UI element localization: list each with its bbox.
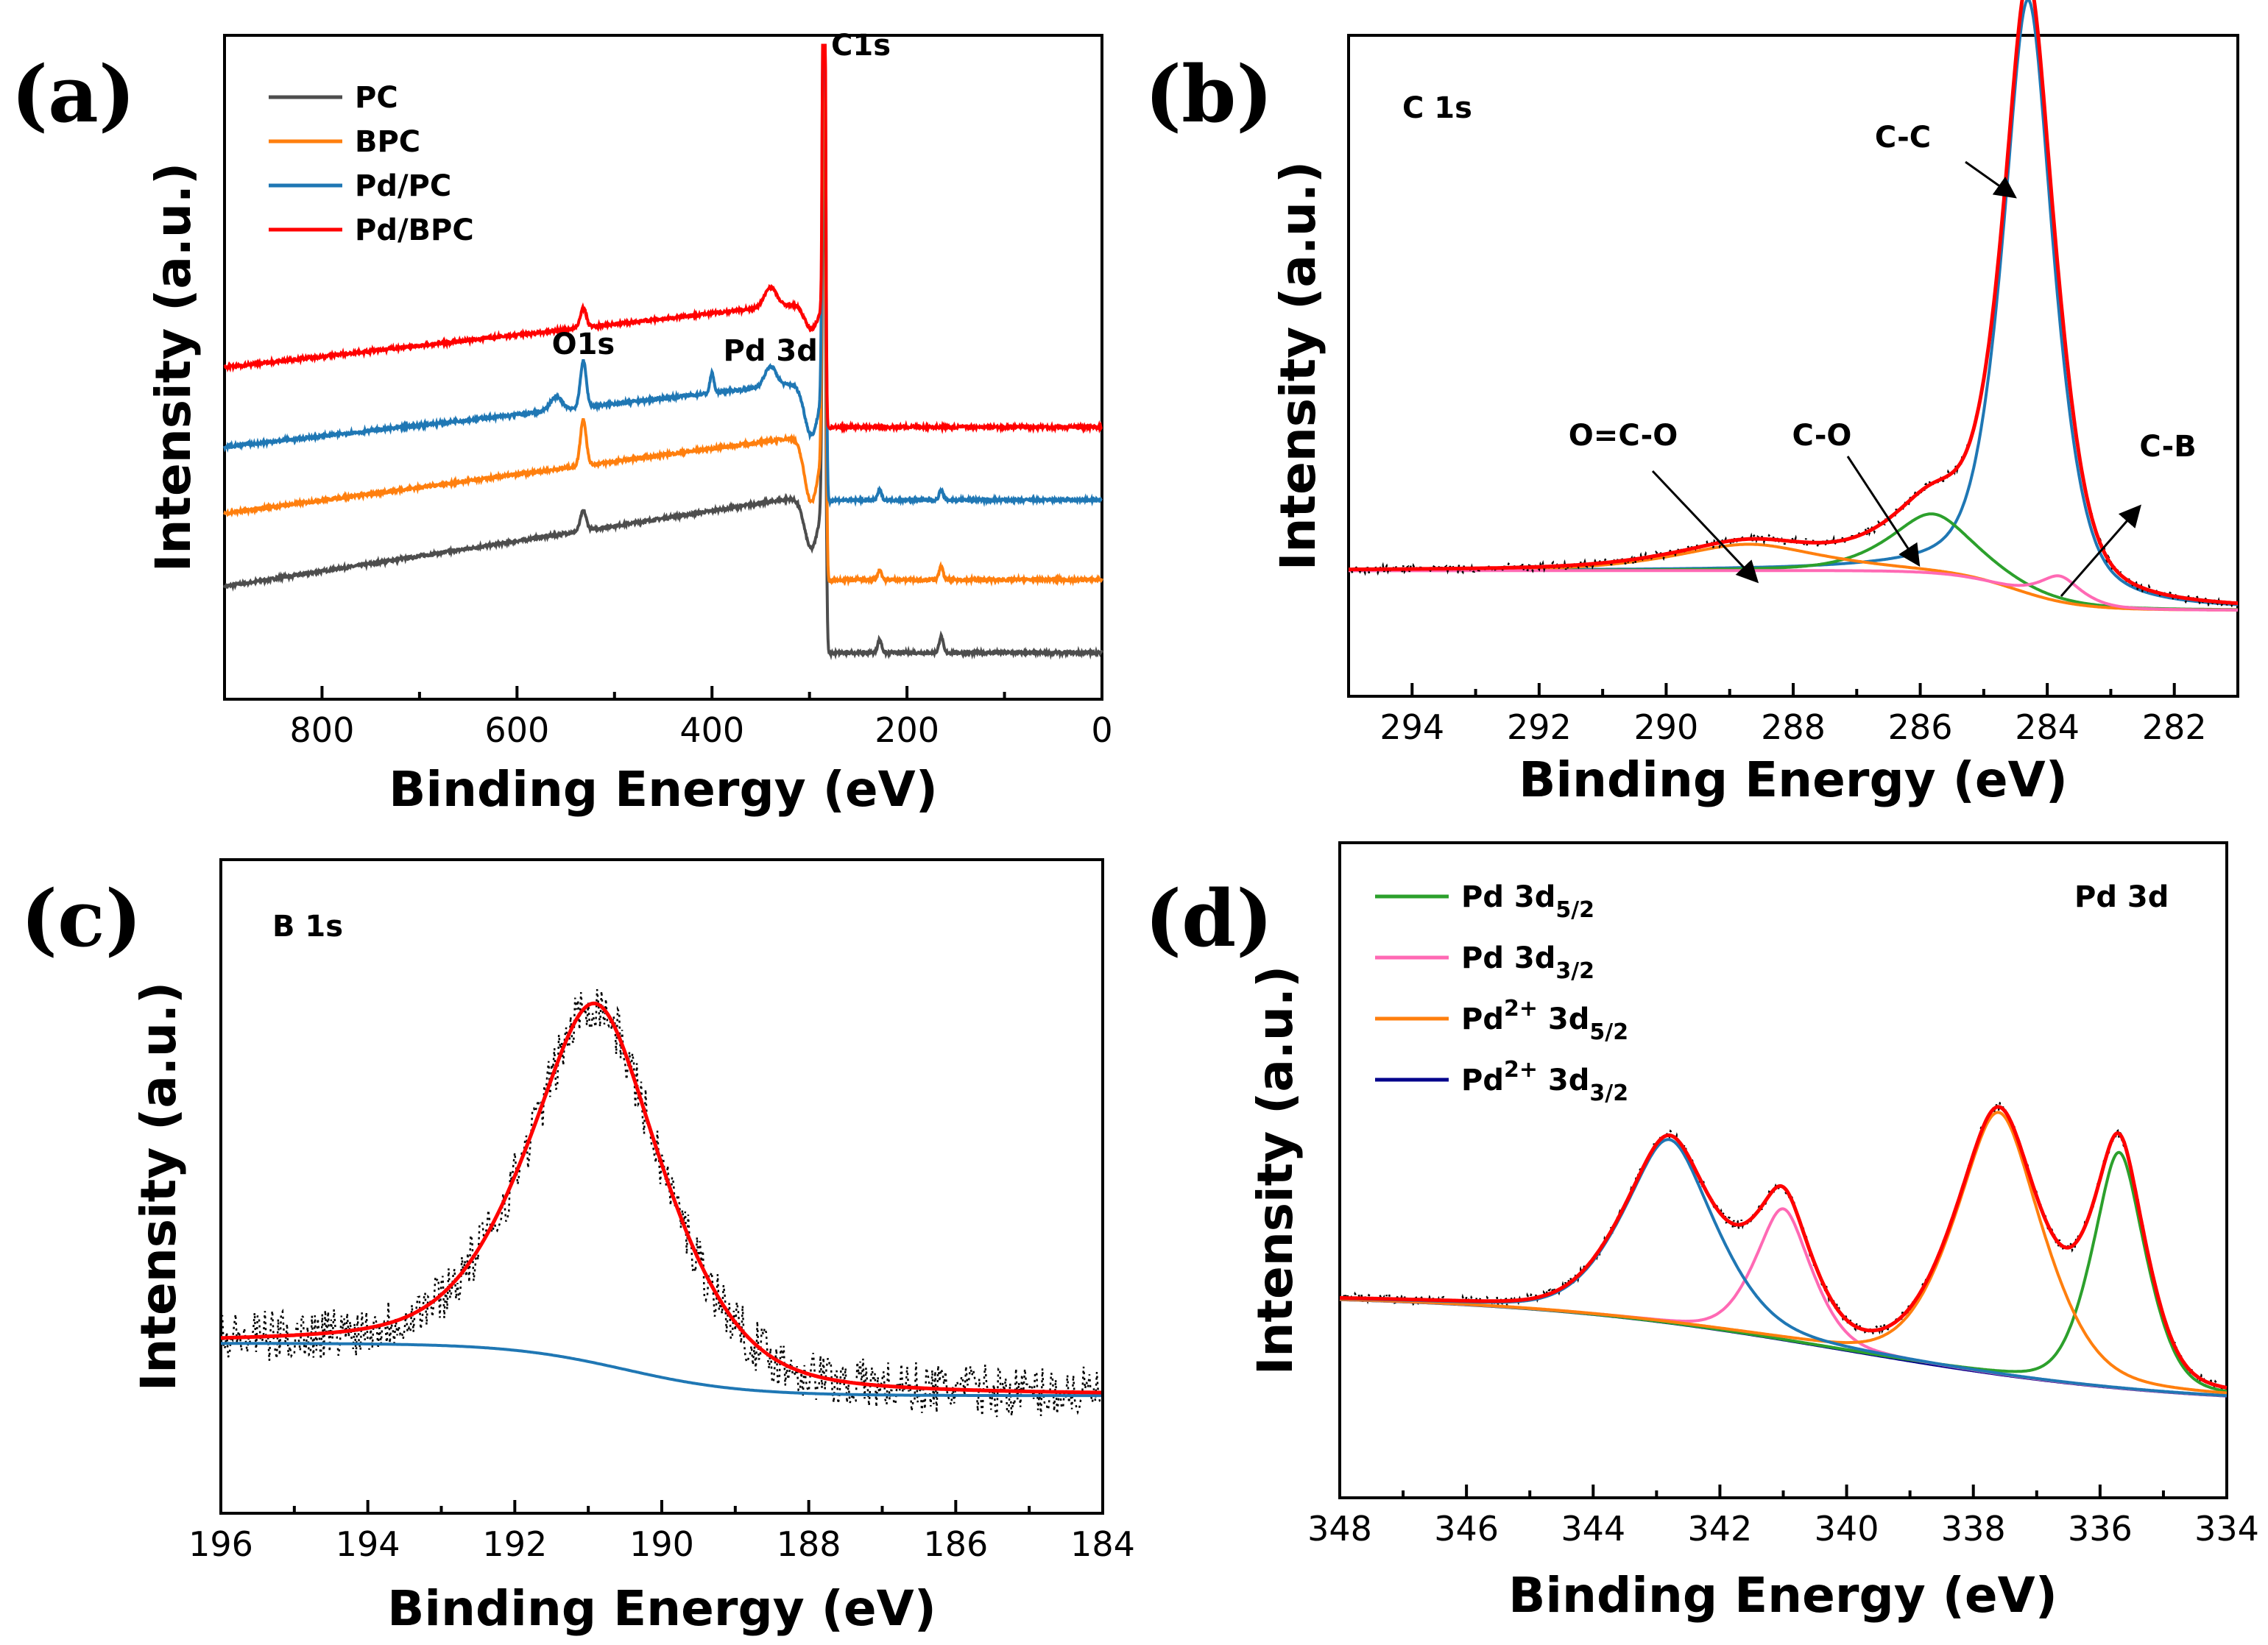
panel-b-x-ticks: 294 292 290 288 286 284 282 <box>1347 683 2239 747</box>
panel-d-title: Pd 3d <box>2074 880 2169 914</box>
annotation-arrow <box>1965 160 2017 199</box>
panel-d-letter: (d) <box>1145 872 1273 964</box>
envelope-fit-line <box>221 1001 1101 1395</box>
x-tick-label: 188 <box>777 1524 841 1564</box>
panel-a-x-ticks: 800 600 400 200 0 <box>223 686 1113 750</box>
panel-a-letter: (a) <box>11 48 135 140</box>
x-tick-label: 286 <box>1888 707 1953 747</box>
panel-c-x-label: Binding Energy (eV) <box>387 1580 936 1637</box>
x-tick-label: 290 <box>1634 707 1699 747</box>
legend-label: Pd2+ 3d5/2 <box>1461 996 1628 1045</box>
panel-d-x-ticks: 348 346 344 342 340 338 336 334 <box>1307 1485 2259 1549</box>
x-tick-label: 292 <box>1507 707 1572 747</box>
envelope-fit-line <box>1340 1105 2228 1390</box>
annotation-arrow <box>1846 456 1921 567</box>
peak-pd2-3d5-2-curve <box>1340 1111 2228 1395</box>
x-tick-label: 342 <box>1688 1509 1753 1549</box>
x-tick-label: 184 <box>1070 1524 1135 1564</box>
panel-c-x-ticks: 196 194 192 190 188 186 184 <box>188 1500 1135 1564</box>
peak-annotation: O1s <box>552 328 615 361</box>
raw-data-dotted-line <box>219 988 1103 1418</box>
legend-label: Pd 3d3/2 <box>1461 941 1594 984</box>
panel-c-frame <box>219 858 1104 1515</box>
panel-c-curves <box>219 988 1103 1418</box>
panel-c-title: B 1s <box>272 910 343 944</box>
panel-a-legend: PC BPC Pd/PC Pd/BPC <box>269 81 474 247</box>
panel-a-y-label: Intensity (a.u.) <box>145 163 202 572</box>
x-tick-label: 282 <box>2142 707 2207 747</box>
annotation-arrow <box>1651 470 1759 584</box>
panel-a-annotations: C1s O1s Pd 3d <box>552 29 891 368</box>
peak-c-b-curve <box>1349 569 2238 612</box>
panel-b-annotations: C-C C-O O=C-O C-B <box>1569 121 2197 597</box>
legend-label: PC <box>355 81 398 115</box>
panel-a-x-label: Binding Energy (eV) <box>389 761 938 818</box>
panel-d-x-label: Binding Energy (eV) <box>1508 1567 2057 1624</box>
x-tick-label: 800 <box>290 710 355 750</box>
x-tick-label: 600 <box>484 710 549 750</box>
background-line <box>221 1342 1101 1398</box>
panel-c-letter: (c) <box>21 872 142 964</box>
peak-annotation: C-C <box>1875 121 1931 155</box>
x-tick-label: 0 <box>1091 710 1112 750</box>
x-tick-label: 338 <box>1941 1509 2006 1549</box>
peak-annotation: C1s <box>831 29 891 63</box>
panel-b-y-label: Intensity (a.u.) <box>1270 161 1326 570</box>
annotation-arrow <box>2060 504 2141 597</box>
panel-b-letter: (b) <box>1145 48 1273 140</box>
panel-b-curves <box>1348 0 2239 612</box>
x-tick-label: 400 <box>679 710 744 750</box>
panel-c-y-label: Intensity (a.u.) <box>130 982 187 1391</box>
peak-c-c-curve <box>1349 0 2239 606</box>
x-tick-label: 294 <box>1379 707 1444 747</box>
x-tick-label: 186 <box>923 1524 988 1564</box>
panel-b-x-label: Binding Energy (eV) <box>1519 751 2068 808</box>
panel-a-survey: (a) 800 600 400 200 0 PC BPC Pd/PC Pd/BPC C1s O1… <box>11 29 1113 818</box>
panel-d-legend: Pd 3d5/2 Pd 3d3/2 Pd2+ 3d5/2 Pd2+ 3d3/2 <box>1375 880 1628 1106</box>
panel-a-series <box>223 43 1103 661</box>
x-tick-label: 200 <box>875 710 939 750</box>
legend-label: Pd 3d5/2 <box>1461 880 1594 923</box>
series-pd-bpc-line <box>223 43 1103 434</box>
x-tick-label: 284 <box>2015 707 2080 747</box>
peak-annotation: O=C-O <box>1569 419 1678 453</box>
x-tick-label: 346 <box>1434 1509 1499 1549</box>
panel-d-pd3d: (d) 348 346 344 342 340 338 336 334 Pd 3d5/2Pd … <box>1145 841 2259 1624</box>
panel-d-curves <box>1338 1101 2228 1398</box>
x-tick-label: 340 <box>1815 1509 1879 1549</box>
x-tick-label: 288 <box>1761 707 1826 747</box>
series-pc-line <box>223 45 1103 661</box>
peak-annotation: Pd 3d <box>724 334 818 368</box>
peak-annotation: C-B <box>2139 430 2196 464</box>
series-pd-pc-line <box>223 43 1103 509</box>
panel-b-frame <box>1347 34 2239 698</box>
x-tick-label: 348 <box>1307 1509 1372 1549</box>
legend-label: Pd/BPC <box>355 213 474 247</box>
legend-label: BPC <box>355 125 420 159</box>
peak-annotation: C-O <box>1792 419 1852 453</box>
panel-d-y-label: Intensity (a.u.) <box>1247 966 1304 1375</box>
panel-b-c1s: (b) 294 292 290 288 286 284 282 C-C C-O O=C-O C-B… <box>1145 0 2239 808</box>
x-tick-label: 336 <box>2068 1509 2133 1549</box>
panel-b-title: C 1s <box>1402 91 1472 125</box>
peak-pd2-3d3-2-curve <box>1339 1138 2228 1398</box>
series-bpc-line <box>223 43 1103 587</box>
envelope-fit-line <box>1349 0 2239 606</box>
x-tick-label: 194 <box>336 1524 400 1564</box>
raw-data-dotted-line <box>1348 0 2239 608</box>
legend-label: Pd/PC <box>355 169 451 203</box>
x-tick-label: 192 <box>482 1524 547 1564</box>
x-tick-label: 334 <box>2194 1509 2259 1549</box>
x-tick-label: 190 <box>629 1524 694 1564</box>
x-tick-label: 196 <box>188 1524 253 1564</box>
x-tick-label: 344 <box>1561 1509 1625 1549</box>
panel-c-b1s: (c) 196 194 192 190 188 186 184 B 1s Binding E… <box>21 858 1135 1637</box>
legend-label: Pd2+ 3d3/2 <box>1461 1057 1628 1106</box>
